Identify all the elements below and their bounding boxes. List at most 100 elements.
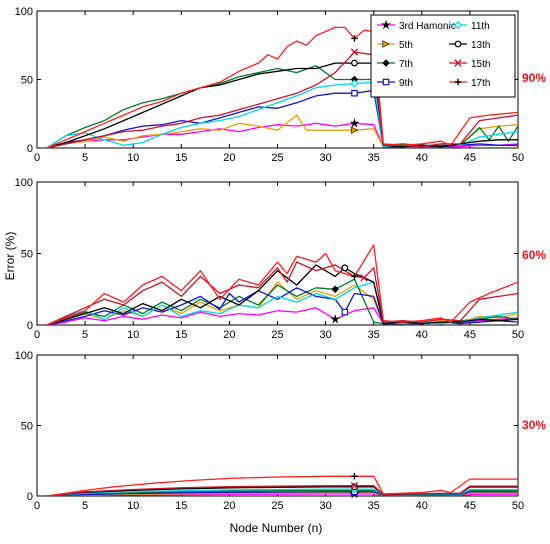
legend-marker — [382, 40, 390, 48]
series-line-13th — [46, 264, 518, 325]
x-tick-label: 30 — [319, 500, 331, 512]
series-lines — [46, 26, 518, 148]
y-tick-label: 0 — [27, 143, 33, 155]
x-tick-label: 40 — [416, 152, 428, 164]
x-tick-label: 40 — [416, 500, 428, 512]
marker-11th — [350, 79, 359, 88]
x-tick-label: 35 — [368, 500, 380, 512]
x-tick-label: 10 — [127, 500, 139, 512]
x-tick-label: 25 — [271, 500, 283, 512]
x-tick-label: 0 — [34, 329, 40, 341]
x-tick-label: 45 — [464, 500, 476, 512]
y-tick-label: 100 — [15, 6, 33, 18]
x-tick-label: 45 — [464, 152, 476, 164]
legend-marker — [380, 19, 392, 30]
legend-label: 11th — [471, 21, 490, 32]
marker-13th — [351, 59, 358, 67]
legend-label: 5th — [399, 40, 413, 51]
legend-label: 13th — [471, 40, 490, 51]
plot-frame — [36, 181, 519, 326]
x-tick-label: 15 — [175, 152, 187, 164]
series-line-17th — [46, 475, 518, 496]
legend: 3rd Hamonic 11th 5th 13th 7th 15th 9th 17th — [370, 14, 516, 98]
legend-marker — [382, 78, 390, 86]
panel-bottom: 0 5 10 15 20 25 30 35 40 45 50 0 50 100 — [15, 350, 524, 512]
x-tick-label: 35 — [368, 152, 380, 164]
marker-17th — [351, 273, 358, 280]
x-tick-label: 5 — [82, 500, 88, 512]
panel-top: 0 5 10 15 20 25 30 35 40 45 50 0 50 100 3rd Hamonic 11t… — [15, 6, 524, 164]
y-tick-label: 50 — [21, 421, 33, 433]
x-tick-label: 25 — [271, 152, 283, 164]
legend-label: 9th — [399, 78, 413, 89]
x-tick-label: 10 — [127, 152, 139, 164]
panel-top-annotation: 90% — [522, 71, 546, 85]
x-tick-label: 5 — [82, 329, 88, 341]
marker-15th — [350, 48, 359, 56]
marker-3rd-hamonic — [349, 117, 360, 128]
series-lines — [46, 244, 518, 325]
x-tick-label: 15 — [175, 500, 187, 512]
legend-marker — [453, 20, 463, 30]
series-line-13th — [46, 62, 518, 148]
legend-marker — [382, 59, 390, 67]
x-tick-label: 40 — [416, 329, 428, 341]
x-tick-label: 50 — [512, 500, 524, 512]
panel-middle: 0 5 10 15 20 25 30 35 40 45 50 0 50 100 — [15, 177, 524, 341]
panel-bottom-annotation: 30% — [522, 418, 546, 432]
marker-15th — [350, 482, 359, 490]
x-tick-label: 20 — [223, 329, 235, 341]
x-tick-label: 30 — [319, 152, 331, 164]
marker-9th — [341, 308, 349, 316]
x-tick-label: 20 — [223, 500, 235, 512]
marker-7th — [331, 285, 339, 294]
marker-13th — [351, 483, 358, 491]
x-axis-label: Node Number (n) — [230, 521, 323, 535]
x-tick-label: 30 — [319, 329, 331, 341]
legend-label: 17th — [471, 78, 490, 89]
panel-middle-annotation: 60% — [522, 248, 546, 262]
legend-marker — [454, 59, 462, 67]
series-line-17th — [46, 26, 518, 148]
x-tick-label: 10 — [127, 329, 139, 341]
legend-box — [370, 14, 516, 98]
y-tick-label: 0 — [27, 320, 33, 332]
y-tick-label: 100 — [15, 350, 33, 362]
marker-15th — [360, 274, 368, 282]
y-tick-label: 100 — [15, 177, 33, 189]
series-markers — [349, 35, 360, 134]
marker-13th — [341, 264, 349, 272]
y-tick-label: 50 — [21, 75, 33, 87]
marker-17th — [351, 473, 358, 480]
x-tick-label: 5 — [82, 152, 88, 164]
x-tick-label: 50 — [512, 329, 524, 341]
series-line-7th — [46, 65, 518, 148]
x-tick-label: 45 — [464, 329, 476, 341]
marker-9th — [351, 89, 358, 97]
marker-5th — [350, 126, 359, 134]
series-line-15th — [46, 261, 518, 325]
legend-marker — [454, 78, 462, 86]
series-markers — [330, 264, 368, 324]
y-axis-label: Error (%) — [3, 232, 17, 281]
series-markers — [349, 473, 360, 499]
x-tick-label: 25 — [271, 329, 283, 341]
x-tick-label: 35 — [368, 329, 380, 341]
x-tick-label: 15 — [175, 329, 187, 341]
x-tick-label: 0 — [34, 152, 40, 164]
x-tick-label: 0 — [34, 500, 40, 512]
series-line-15th — [46, 485, 518, 496]
series-line-17th — [46, 244, 518, 325]
series-lines — [46, 475, 518, 496]
legend-label: 7th — [399, 59, 413, 70]
series-line-11th — [46, 281, 518, 325]
marker-17th — [351, 35, 358, 42]
x-tick-label: 50 — [512, 152, 524, 164]
legend-label: 15th — [471, 59, 490, 70]
series-line-15th — [46, 51, 518, 148]
y-tick-label: 0 — [27, 491, 33, 503]
y-tick-label: 50 — [21, 249, 33, 261]
marker-3rd-hamonic — [330, 313, 341, 324]
